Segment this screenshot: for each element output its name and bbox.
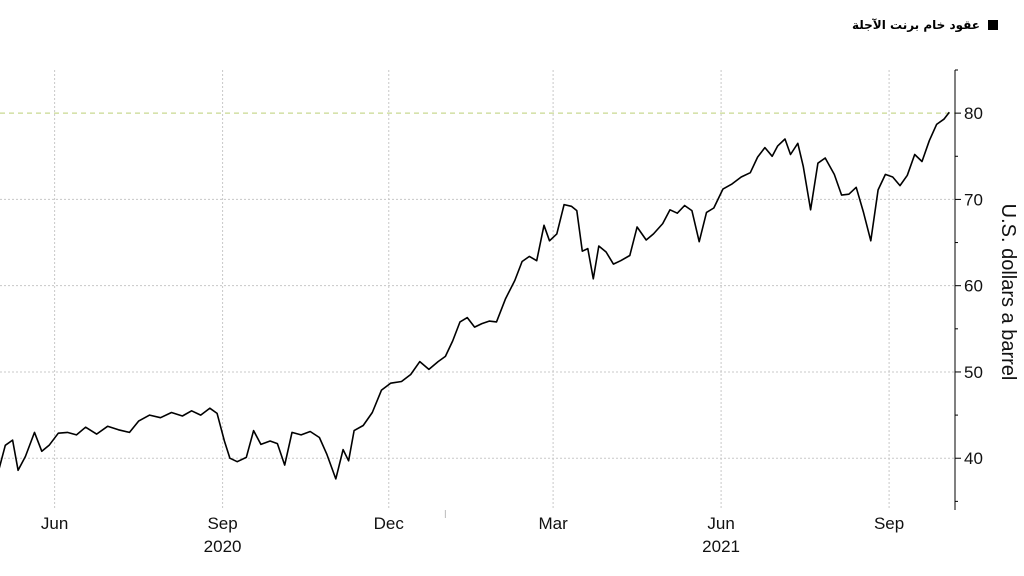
x-tick-label-4: Jun — [707, 514, 734, 533]
y-tick-label-50: 50 — [964, 363, 983, 382]
y-axis-label: U.S. dollars a barrel — [997, 204, 1019, 381]
x-year-label-1: 2020 — [204, 537, 242, 556]
series-line-0 — [0, 111, 950, 480]
y-tick-label-60: 60 — [964, 277, 983, 296]
y-tick-label-70: 70 — [964, 190, 983, 209]
grid — [0, 70, 955, 510]
x-tick-label-2: Dec — [374, 514, 405, 533]
x-year-label-4: 2021 — [702, 537, 740, 556]
x-axis: Jun Sep 2020 Dec Mar Jun 2021 Sep — [41, 510, 904, 556]
legend-label: عقود خام برنت الآجلة — [851, 18, 980, 32]
legend: عقود خام برنت الآجلة — [852, 18, 998, 32]
legend-swatch — [988, 20, 998, 30]
x-tick-label-3: Mar — [538, 514, 568, 533]
x-tick-label-1: Sep — [207, 514, 237, 533]
x-tick-label-0: Jun — [41, 514, 68, 533]
series — [0, 111, 950, 480]
y-tick-label-80: 80 — [964, 104, 983, 123]
y-axis: 40 50 60 70 80 — [954, 69, 983, 510]
y-tick-label-40: 40 — [964, 449, 983, 468]
x-tick-label-5: Sep — [874, 514, 904, 533]
